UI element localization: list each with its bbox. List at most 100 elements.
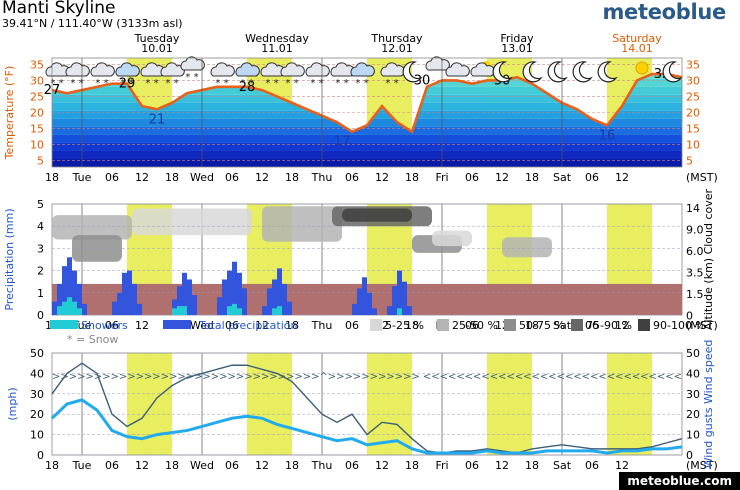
time-tick: 12 [615,319,629,332]
precip-bar [77,283,82,315]
precip-bar [242,288,247,315]
snow-cloud-icon [90,62,115,77]
precip-bar [112,301,117,315]
thunder-snow-icon [235,62,260,77]
daylight-band [607,353,652,455]
shower-bar [227,306,232,315]
day-date: 13.01 [501,42,533,55]
wind-gust-line [51,362,683,454]
time-tick: 06 [345,171,359,184]
credit-link[interactable]: meteoblue.com [619,472,740,490]
precip-bar [232,261,237,315]
snow-cloud-icon [65,62,90,77]
snow-cloud-icon [210,62,235,77]
shower-bar [277,306,282,315]
moon-icon [572,61,593,83]
shower-bar [172,308,177,315]
snowflake-icon: * * [165,78,178,89]
time-unit: (MST) [686,459,718,472]
day-date: 12.01 [381,42,413,55]
shower-bar [182,306,187,315]
time-tick: 18 [525,319,539,332]
moon-icon [522,61,543,83]
precip-bar [132,283,137,315]
precip-bar [397,270,402,315]
time-tick: 12 [375,459,389,472]
time-tick: 06 [345,319,359,332]
precip-bar [287,301,292,315]
temperature-band [52,158,682,167]
precip-bar [237,272,242,315]
time-tick: 12 [615,171,629,184]
time-tick: 18 [405,459,419,472]
temp-tick-left: 20 [30,107,44,120]
time-tick: 06 [465,171,479,184]
precip-bar [277,268,282,315]
moon-icon [402,61,423,83]
precip-bar [372,308,377,315]
shower-bar [272,308,277,315]
precip-bar [222,279,227,315]
wind-tick: 50 [30,347,44,360]
temp-tick-left: 30 [30,74,44,87]
time-tick: 18 [165,171,179,184]
time-tick: 18 [405,171,419,184]
temperature-band [52,142,682,151]
temp-tick-left: 10 [30,139,44,152]
precip-bar [187,279,192,315]
wind-tick-right: 20 [686,408,700,421]
altitude-tick: 9.0 [686,224,704,237]
time-tick: 12 [255,319,269,332]
snowflake-icon: * * [185,72,198,83]
altitude-tick: 3.5 [686,267,704,280]
snowflake-icon: * * [310,78,323,89]
time-tick: 18 [525,459,539,472]
snowflake-icon: * * [265,78,278,89]
time-tick: 06 [225,171,239,184]
precip-bar [217,297,222,315]
temperature-label: 30 [414,73,431,88]
legend-showers: Showers [81,319,128,332]
time-tick: 12 [615,459,629,472]
wind-tick: 0 [37,449,44,462]
precip-bar [192,295,197,315]
legend-cloud-level: 50-75 % [519,319,565,332]
altitude-tick: 14 [686,202,700,215]
day-date: 14.01 [621,42,653,55]
snowflake-icon: * * [70,78,83,89]
temperature-label: 28 [239,80,256,95]
time-tick: Tue [72,459,92,472]
time-tick: Thu [311,171,333,184]
time-tick: 12 [375,171,389,184]
time-tick: 06 [465,319,479,332]
coordinates: 39.41°N / 111.40°W (3133m asl) [2,17,183,30]
precip-bar [227,270,232,315]
time-unit: (MST) [686,171,718,184]
legend-cloud-swatch [370,319,382,331]
precip-bar [182,272,187,315]
day-name: Wednesday [245,32,309,45]
wind-tick-right: 30 [686,388,700,401]
cloud-icon [445,62,470,77]
temp-tick-right: 15 [686,123,700,136]
daylight-band [367,353,412,455]
time-tick: 18 [165,459,179,472]
thunder-snow-icon [350,62,375,77]
precip-tick: 5 [37,198,44,211]
time-tick: 18 [45,459,59,472]
time-tick: 06 [105,459,119,472]
shower-bar [232,303,237,315]
snowflake-icon: * * [145,78,158,89]
legend-snow: * = Snow [67,333,118,346]
shower-bar [67,297,72,315]
snowflake-icon: * * [385,78,398,89]
temp-tick-right: 35 [686,58,700,71]
temp-tick-left: 5 [37,155,44,168]
cloud-cover [52,215,132,240]
moon-icon [547,61,568,83]
day-name: Saturday [612,32,662,45]
moon-icon [492,61,513,83]
temp-tick-left: 15 [30,123,44,136]
wind-right-label: Wind gusts Wind speed [702,340,715,469]
